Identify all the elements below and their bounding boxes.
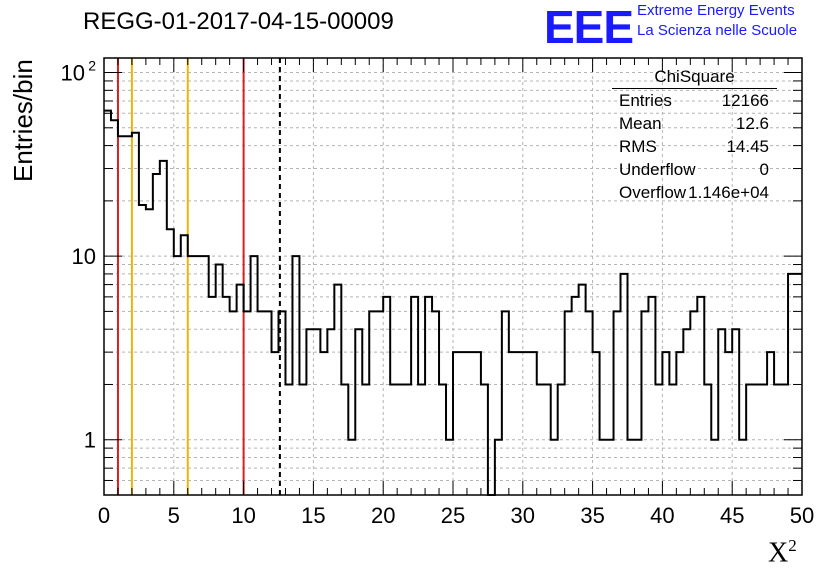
stats-label: Entries [619,91,672,110]
y-tick-label: 1 [84,428,96,453]
x-tick-label: 15 [301,503,325,528]
x-tick-label: 30 [511,503,535,528]
stats-value: 1.146e+04 [688,183,769,202]
reference-lines [116,58,281,495]
stats-row-rms: RMS 14.45 [612,135,777,158]
x-tick-label: 0 [98,503,110,528]
x-tick-label: 20 [371,503,395,528]
axis-ticks [103,58,803,495]
stats-label: RMS [619,137,657,156]
stats-box: ChiSquare Entries 12166 Mean 12.6 RMS 14.45 Un… [612,66,777,204]
x-tick-label: 5 [168,503,180,528]
x-tick-label: 25 [441,503,465,528]
stats-value: 12166 [721,91,769,110]
grid-lines [104,58,802,495]
stats-value: 12.6 [735,114,769,133]
stats-label: Overflow [619,183,687,202]
y-tick-label: 10 [72,244,96,269]
chart-title: REGG-01-2017-04-15-00009 [83,8,394,35]
stats-row-underflow: Underflow 0 [612,158,777,181]
x-tick-label: 50 [790,503,814,528]
stats-rows: Entries 12166 Mean 12.6 RMS 14.45 Underflow 0 Ov… [612,89,777,204]
logo-line-1: Extreme Energy Events [637,2,795,19]
y-tick-exponent: 2 [88,58,96,74]
y-axis-label: Entries/bin [8,59,38,182]
histogram-series [104,109,802,496]
x-axis-label: X2 [768,536,797,569]
stats-value: 0 [759,160,769,179]
x-tick-label: 35 [580,503,604,528]
x-tick-label: 10 [231,503,255,528]
stats-label: Underflow [619,160,696,179]
stats-value: 14.45 [726,137,769,156]
x-axis-label-base: X [768,537,789,569]
stats-label: Mean [619,114,662,133]
stats-row-entries: Entries 12166 [612,89,777,112]
eee-logo: EEE [544,1,634,53]
x-tick-label: 45 [720,503,744,528]
logo-line-2: La Scienza nelle Scuole [637,22,798,39]
x-axis-label-exponent: 2 [788,536,797,555]
stats-box-title: ChiSquare [612,66,777,89]
y-tick-label: 10 [61,61,85,86]
stats-row-overflow: Overflow 1.146e+04 [612,181,777,204]
stats-row-mean: Mean 12.6 [612,112,777,135]
x-tick-label: 40 [650,503,674,528]
